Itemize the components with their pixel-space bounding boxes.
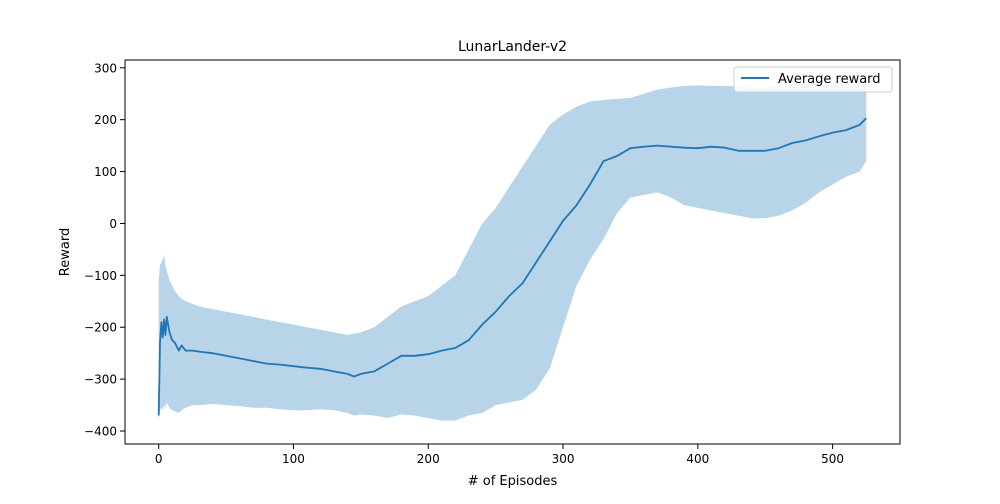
x-axis-label: # of Episodes (468, 474, 558, 489)
reward-std-band (158, 82, 867, 421)
y-tick-label: 100 (94, 165, 117, 179)
chart-title: LunarLander-v2 (458, 39, 567, 55)
x-tick-label: 200 (417, 452, 440, 466)
plot-frame (124, 59, 901, 445)
y-axis: −400 −300 −200 −100 0 100 200 300 (84, 61, 125, 439)
y-axis-label: Reward (58, 228, 73, 276)
x-tick-label: 100 (282, 452, 305, 466)
x-tick-label: 300 (552, 452, 575, 466)
legend-box (733, 66, 893, 93)
y-tick-label: −100 (84, 269, 117, 283)
y-tick-label: −300 (84, 373, 117, 387)
x-axis: 0 100 200 300 400 500 (155, 444, 844, 466)
y-tick-label: 300 (94, 61, 117, 75)
y-tick-label: 0 (109, 217, 117, 231)
average-reward-line (157, 117, 867, 416)
legend-label: Average reward (778, 72, 881, 87)
y-tick-label: −200 (84, 321, 117, 335)
legend: Average reward (733, 66, 893, 93)
reward-line-layer (157, 117, 867, 416)
y-tick-label: 200 (94, 113, 117, 127)
x-tick-label: 500 (821, 452, 844, 466)
y-tick-label: −400 (84, 425, 117, 439)
reward-std-band-layer (158, 82, 867, 421)
x-tick-label: 400 (686, 452, 709, 466)
x-tick-label: 0 (155, 452, 163, 466)
